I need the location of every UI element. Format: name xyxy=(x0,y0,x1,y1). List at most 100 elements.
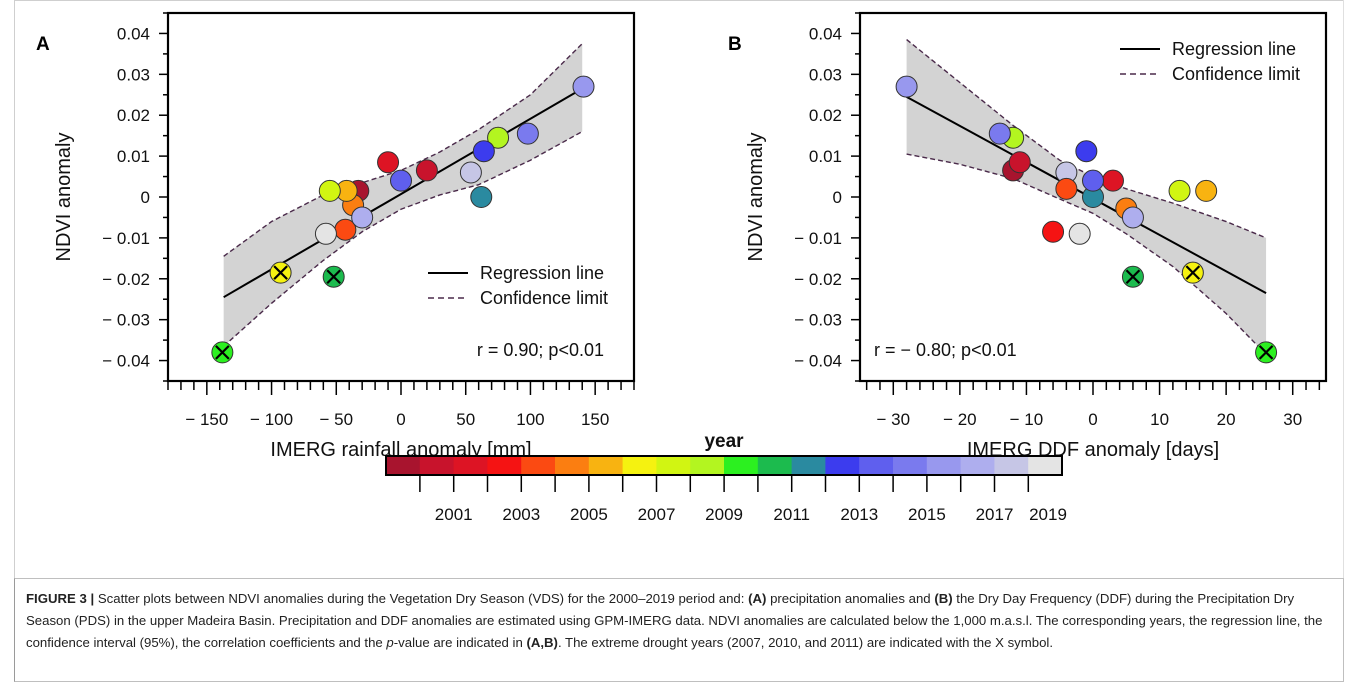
caption-box xyxy=(14,578,1344,682)
extreme-x-marker xyxy=(1185,265,1201,280)
colorbar-label: 2017 xyxy=(976,505,1014,524)
colorbar-title: year xyxy=(704,431,744,452)
scatter-point-2013 xyxy=(472,140,495,163)
scatter-point-2001 xyxy=(415,159,438,182)
colorbar-cell-2012 xyxy=(791,456,826,475)
x-tick-label: − 50 xyxy=(319,410,353,429)
x-tick-label: − 30 xyxy=(877,410,911,429)
y-tick-label: − 0.03 xyxy=(794,311,842,330)
caption-text-1c: the Dry Day Frequency (DDF) during the P… xyxy=(26,591,1323,650)
scatter-point-2018 xyxy=(459,161,482,184)
colorbar-cell-2016 xyxy=(926,456,961,475)
x-tick-label: 50 xyxy=(456,410,475,429)
colorbar-label: 2007 xyxy=(638,505,676,524)
scatter-point-2002 xyxy=(377,151,400,174)
y-tick-label: 0.01 xyxy=(809,147,842,166)
colorbar-cell-2013 xyxy=(825,456,860,475)
scatter-point-2016 xyxy=(572,75,595,98)
y-tick-label: − 0.04 xyxy=(102,352,150,371)
x-tick-label: − 10 xyxy=(1010,410,1044,429)
panel-letter: B xyxy=(728,34,742,55)
scatter-point-2014 xyxy=(1082,169,1104,192)
scatter-point-2019 xyxy=(314,222,337,245)
colorbar-label: 2013 xyxy=(840,505,878,524)
caption-text-1b: precipitation anomalies and xyxy=(766,591,935,606)
legend-regression-label: Regression line xyxy=(1172,39,1296,59)
x-tick-label: − 150 xyxy=(185,410,228,429)
extreme-x-marker xyxy=(326,269,341,285)
caption-ab-tag: (A,B) xyxy=(526,635,558,650)
y-axis-label: NDVI anomaly xyxy=(745,133,767,262)
y-tick-label: 0.01 xyxy=(117,147,150,166)
y-tick-label: 0.02 xyxy=(809,106,842,125)
scatter-point-2008 xyxy=(318,179,341,202)
y-tick-label: 0.02 xyxy=(117,106,150,125)
caption-a-tag: (A) xyxy=(748,591,767,606)
x-tick-label: 30 xyxy=(1283,410,1302,429)
legend-regression-label: Regression line xyxy=(480,263,604,283)
scatter-point-2004 xyxy=(1055,177,1078,200)
confidence-lower-line xyxy=(906,153,1267,355)
y-tick-label: 0 xyxy=(833,188,842,207)
legend-confidence-label: Confidence limit xyxy=(480,288,608,308)
legend-confidence-label: Confidence limit xyxy=(1172,64,1300,84)
colorbar-label: 2011 xyxy=(773,505,810,524)
y-tick-label: 0.04 xyxy=(117,24,150,43)
extreme-x-marker xyxy=(1258,345,1274,360)
x-tick-label: − 100 xyxy=(250,410,293,429)
y-tick-label: − 0.01 xyxy=(102,229,150,248)
scatter-point-2001 xyxy=(1008,151,1031,174)
caption-p-italic: p xyxy=(386,635,394,650)
y-tick-label: − 0.03 xyxy=(102,311,150,330)
scatter-point-2017 xyxy=(1121,206,1144,229)
colorbar-cell-2019 xyxy=(1028,456,1063,475)
scatter-point-2015 xyxy=(988,122,1011,145)
colorbar-cell-2000 xyxy=(386,456,421,475)
scatter-point-2012 xyxy=(470,186,493,208)
y-tick-label: − 0.02 xyxy=(794,270,842,289)
colorbar-cell-2015 xyxy=(893,456,928,475)
correlation-annotation: r = 0.90; p<0.01 xyxy=(477,340,604,360)
x-tick-label: − 20 xyxy=(943,410,977,429)
caption-lead: FIGURE 3 | xyxy=(26,591,95,606)
panel-b: − 0.04 − 0.03 − 0.02 − 0.01 0 0.01 0.02 0.03 0.0… xyxy=(728,11,1328,461)
colorbar-cell-2017 xyxy=(960,456,995,475)
scatter-point-2014 xyxy=(390,169,412,192)
confidence-upper-line xyxy=(223,43,583,257)
x-tick-label: 20 xyxy=(1217,410,1236,429)
y-tick-label: − 0.01 xyxy=(794,229,842,248)
scatter-point-2017 xyxy=(351,206,374,229)
y-tick-label: − 0.02 xyxy=(102,270,150,289)
colorbar-cell-2008 xyxy=(656,456,691,475)
colorbar-cell-2007 xyxy=(622,456,657,475)
scatter-point-2009 xyxy=(487,126,510,149)
scatter-point-2013 xyxy=(1075,140,1098,163)
colorbar-label: 2015 xyxy=(908,505,946,524)
colorbar-cell-2003 xyxy=(487,456,522,475)
y-tick-label: 0 xyxy=(141,188,150,207)
figure-caption: FIGURE 3 | Scatter plots between NDVI an… xyxy=(26,588,1326,654)
colorbar-label: 2001 xyxy=(435,505,473,524)
panel-a: − 0.04 − 0.03 − 0.02 − 0.01 0 0.01 0.02 0.03 0.0… xyxy=(36,11,636,461)
colorbar-label: 2003 xyxy=(502,505,540,524)
caption-text-2: -value are indicated in xyxy=(393,635,527,650)
colorbar-cell-2002 xyxy=(453,456,488,475)
year-colorbar: year 2001 2003 2005 2007 2009 2011 2013 2015 2017… xyxy=(385,431,1067,524)
colorbar-cell-2006 xyxy=(588,456,623,475)
confidence-band xyxy=(223,43,583,347)
x-tick-label: 0 xyxy=(1088,410,1097,429)
y-tick-label: 0.03 xyxy=(809,65,842,84)
colorbar-label: 2009 xyxy=(705,505,743,524)
y-tick-label: − 0.04 xyxy=(794,352,842,371)
x-tick-label: 150 xyxy=(581,410,609,429)
colorbar-cell-2011 xyxy=(757,456,792,475)
colorbar-cell-2005 xyxy=(555,456,590,475)
y-tick-label: 0.04 xyxy=(809,24,842,43)
x-tick-label: 100 xyxy=(516,410,544,429)
scatter-point-2003 xyxy=(1042,220,1065,243)
caption-text-1: Scatter plots between NDVI anomalies dur… xyxy=(94,591,749,606)
colorbar-cell-2009 xyxy=(690,456,725,475)
scatter-point-2002 xyxy=(1101,169,1124,192)
panel-letter: A xyxy=(36,34,50,55)
